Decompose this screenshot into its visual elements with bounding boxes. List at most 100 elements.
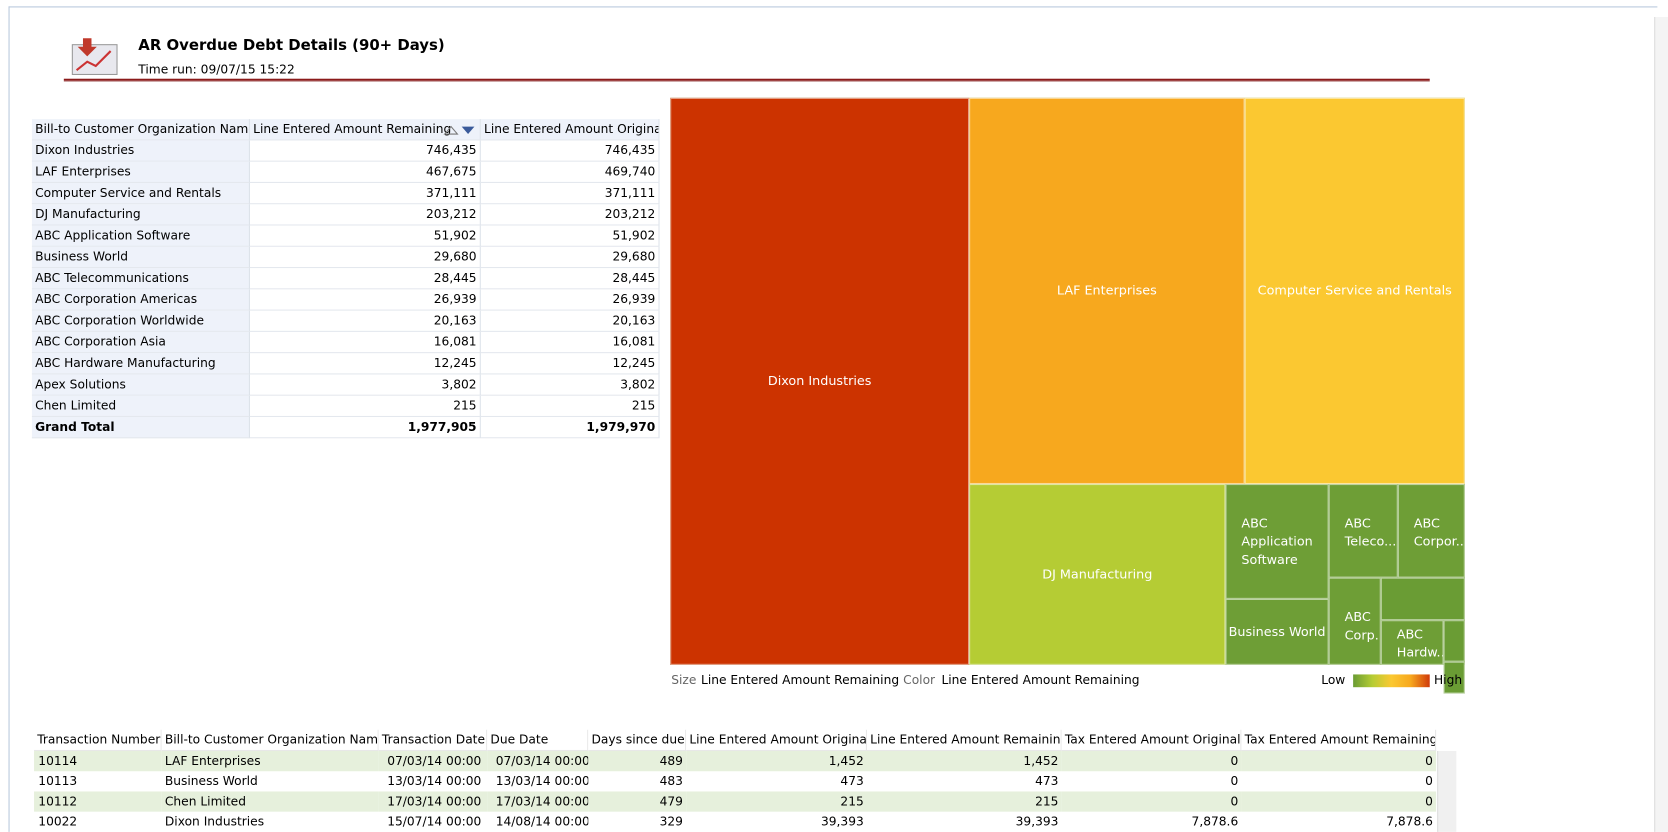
transactions-cell: 473 <box>1035 773 1059 789</box>
pivot-cell: Computer Service and Rentals <box>31 182 250 205</box>
transactions-header: Days since due <box>588 729 687 752</box>
transactions-cell: 17/03/14 00:00 <box>487 791 589 812</box>
transactions-cell: 07/03/14 00:00 <box>487 751 589 772</box>
transactions-cell: 479 <box>588 791 687 812</box>
pivot-cell: 16,081 <box>249 331 481 354</box>
treemap-label: Business World <box>1228 623 1326 639</box>
pivot-cell: 26,939 <box>480 289 660 311</box>
transactions-cell: 329 <box>659 813 683 829</box>
pivot-cell: 12,245 <box>480 353 660 375</box>
pivot-cell: 203,212 <box>480 204 660 226</box>
treemap-cell: ABC Teleco... <box>1328 484 1398 578</box>
pivot-cell: ABC Corporation Asia <box>31 331 250 354</box>
pivot-cell: 20,163 <box>249 310 481 332</box>
pivot-cell: 467,675 <box>249 161 481 183</box>
pivot-cell: 3,802 <box>249 374 481 396</box>
pivot-header: Line Entered Amount Remaining <box>249 119 481 141</box>
transactions-cell: 215 <box>866 791 1062 812</box>
treemap-cell: ABC Hardw... <box>1380 620 1444 665</box>
transactions-cell: 39,393 <box>820 813 864 829</box>
treemap-cell: Computer Service and Rentals <box>1244 97 1465 485</box>
treemap-cell: LAF Enterprises <box>969 97 1245 485</box>
pivot-cell: ABC Telecommunications <box>31 268 250 290</box>
treemap-label: ABC Corp... <box>1344 609 1380 643</box>
treemap-cell: DJ Manufacturing <box>969 484 1226 665</box>
transactions-cell: 10022 <box>38 813 78 829</box>
treemap-label: ABC Application Software <box>1241 515 1313 567</box>
transactions-cell: 17/03/14 00:00 <box>378 791 488 812</box>
transactions-cell: 0 <box>1230 773 1239 789</box>
pivot-cell: 51,902 <box>480 225 660 247</box>
transactions-header: Transaction Date <box>378 729 488 752</box>
transactions-cell: 0 <box>1241 751 1437 772</box>
treemap-label: LAF Enterprises <box>1056 282 1157 298</box>
pivot-cell: 203,212 <box>249 204 481 226</box>
treemap-cell <box>1443 661 1465 694</box>
pivot-cell: 215 <box>249 395 481 418</box>
pivot-cell: ABC Hardware Manufacturing <box>31 353 250 375</box>
transactions-cell: 10114 <box>34 751 162 772</box>
transactions-cell: 0 <box>1061 791 1242 812</box>
transactions-cell: 10112 <box>34 791 162 812</box>
treemap-label: Computer Service and Rentals <box>1257 282 1452 298</box>
pivot-cell: DJ Manufacturing <box>31 204 250 226</box>
pivot-header: Bill-to Customer Organization Name <box>31 119 250 141</box>
transactions-cell: 215 <box>686 791 867 812</box>
transactions-cell: 0 <box>1061 751 1242 772</box>
transactions-cell: 7,878.6 <box>1191 813 1239 829</box>
transactions-header: Transaction Number <box>34 729 162 752</box>
pivot-total: 1,977,905 <box>249 417 481 439</box>
transactions-cell: 10113 <box>38 773 78 789</box>
legend-low: Low <box>1321 672 1346 688</box>
treemap-label: ABC Teleco... <box>1344 515 1397 549</box>
transactions-cell: 0 <box>1241 791 1437 812</box>
pivot-cell: 3,802 <box>480 374 660 396</box>
report-title: AR Overdue Debt Details (90+ Days) <box>138 37 445 55</box>
legend-size-label: Size <box>671 672 697 688</box>
pivot-cell: 12,245 <box>249 353 481 375</box>
transactions-cell: LAF Enterprises <box>161 751 379 772</box>
treemap-cell: ABC Corp... <box>1328 577 1381 665</box>
pivot-cell: 29,680 <box>480 246 660 269</box>
transactions-cell: 39,393 <box>1015 813 1059 829</box>
pivot-cell: Dixon Industries <box>31 140 250 162</box>
pivot-cell: 20,163 <box>480 310 660 332</box>
treemap-cell <box>1380 577 1465 621</box>
pivot-header: Line Entered Amount Original <box>480 119 660 141</box>
pivot-cell: 29,680 <box>249 246 481 269</box>
treemap-label: ABC Hardw... <box>1396 626 1444 660</box>
transactions-cell: 14/08/14 00:00 <box>495 813 589 829</box>
transactions-cell: 1,452 <box>686 751 867 772</box>
pivot-cell: 16,081 <box>480 331 660 354</box>
pivot-cell: LAF Enterprises <box>31 161 250 183</box>
sort-arrows[interactable] <box>443 121 477 136</box>
transactions-cell: 07/03/14 00:00 <box>378 751 488 772</box>
pivot-cell: 746,435 <box>249 140 481 162</box>
page-scrollbar[interactable] <box>1654 17 1668 832</box>
transactions-cell: Chen Limited <box>161 791 379 812</box>
pivot-cell: ABC Application Software <box>31 225 250 247</box>
time-run: Time run: 09/07/15 15:22 <box>138 61 295 77</box>
pivot-cell: 215 <box>480 395 660 418</box>
frame <box>8 6 1658 832</box>
treemap-cell: Dixon Industries <box>670 97 970 665</box>
pivot-cell: 746,435 <box>480 140 660 162</box>
transactions-cell: 473 <box>840 773 864 789</box>
pivot-cell: Chen Limited <box>31 395 250 418</box>
transactions-cell: Dixon Industries <box>164 813 265 829</box>
transactions-table: Transaction Number Bill-to Customer Organ… <box>34 729 1437 832</box>
treemap-label: ABC Corpor... <box>1413 515 1465 549</box>
treemap-cell: ABC Application Software <box>1225 484 1329 599</box>
pivot-cell: 26,939 <box>249 289 481 311</box>
pivot-cell: 28,445 <box>249 268 481 290</box>
legend-color-label: Color <box>903 672 936 688</box>
legend-color-measure: Line Entered Amount Remaining <box>941 672 1140 688</box>
pivot-cell: 371,111 <box>480 182 660 205</box>
transactions-cell: 483 <box>659 773 683 789</box>
treemap: Dixon Industries LAF Enterprises Computer … <box>670 97 1465 694</box>
table-scrollbar[interactable] <box>1437 751 1457 832</box>
title-rule <box>63 78 1430 82</box>
legend-gradient <box>1353 674 1430 688</box>
treemap-cell <box>1443 620 1465 662</box>
